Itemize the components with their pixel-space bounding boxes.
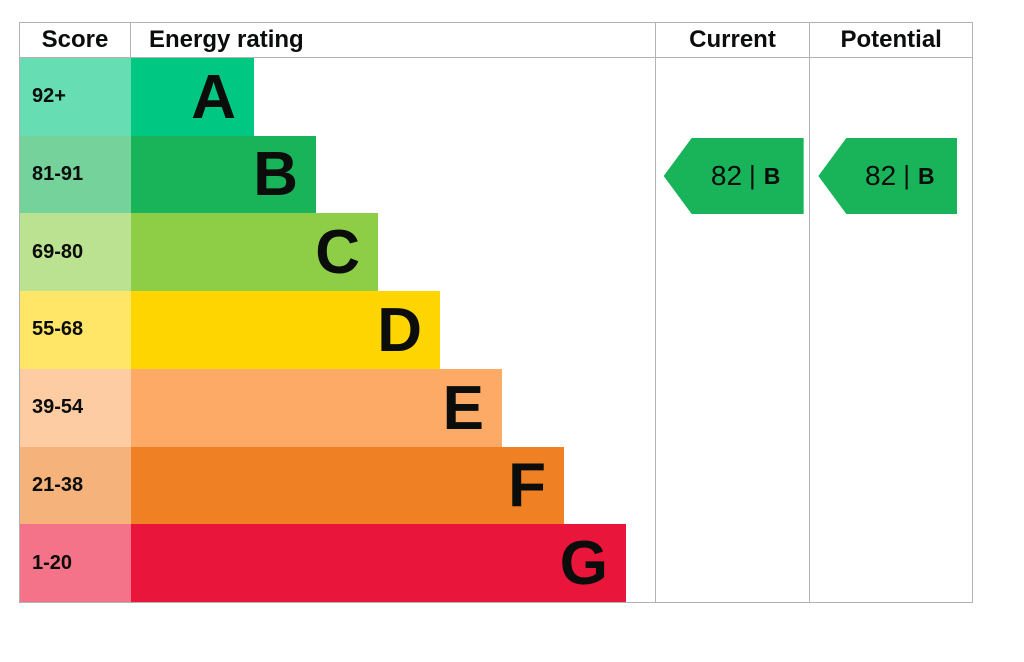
band-letter-e: E (442, 373, 484, 443)
energy-rating-header: Energy rating (149, 25, 304, 53)
score-cell-a: 92+ (20, 57, 131, 136)
score-cell-b: 81-91 (20, 135, 131, 214)
band-letter-f: F (508, 451, 546, 521)
current-header: Current (655, 23, 810, 58)
current-score-value: 82 (710, 160, 743, 191)
band-bar-d: D (131, 291, 440, 369)
band-bar-g: G (131, 524, 626, 603)
score-cell-c: 69-80 (20, 213, 131, 292)
current-band-letter: B (763, 162, 781, 189)
potential-rating-arrow: 82 | B (818, 138, 958, 214)
potential-header: Potential (810, 23, 972, 58)
score-cell-f: 21-38 (20, 446, 131, 525)
arrow-separator: | (903, 160, 910, 190)
main-header-row: Score Energy rating (20, 23, 655, 58)
band-row-e: 39-54 E (20, 368, 655, 447)
band-bar-b: B (131, 135, 316, 214)
band-row-a: 92+ A (20, 57, 655, 136)
band-row-g: 1-20 G (20, 524, 655, 603)
band-row-d: 55-68 D (20, 291, 655, 369)
band-letter-a: A (191, 62, 236, 132)
arrow-separator: | (749, 160, 756, 190)
band-row-f: 21-38 F (20, 446, 655, 525)
bands-column: Score Energy rating 92+ A 81-91 B 69-80 … (20, 23, 655, 603)
score-cell-g: 1-20 (20, 524, 131, 603)
band-bar-e: E (131, 368, 502, 447)
band-bar-a: A (131, 57, 254, 136)
score-header: Score (20, 23, 131, 57)
band-letter-d: D (377, 295, 422, 365)
band-letter-g: G (559, 529, 608, 599)
band-bar-f: F (131, 446, 564, 525)
potential-column: Potential 82 | B (809, 23, 972, 602)
epc-table: Score Energy rating 92+ A 81-91 B 69-80 … (19, 22, 973, 603)
band-bar-c: C (131, 213, 378, 292)
potential-score-value: 82 (865, 160, 897, 191)
band-row-c: 69-80 C (20, 213, 655, 292)
score-cell-d: 55-68 (20, 291, 131, 369)
potential-band-letter: B (917, 162, 935, 189)
band-letter-b: B (253, 140, 298, 210)
band-row-b: 81-91 B (20, 135, 655, 214)
band-letter-c: C (315, 218, 360, 288)
score-cell-e: 39-54 (20, 368, 131, 447)
current-column: Current 82 | B (654, 23, 810, 602)
current-rating-arrow: 82 | B (663, 138, 804, 214)
